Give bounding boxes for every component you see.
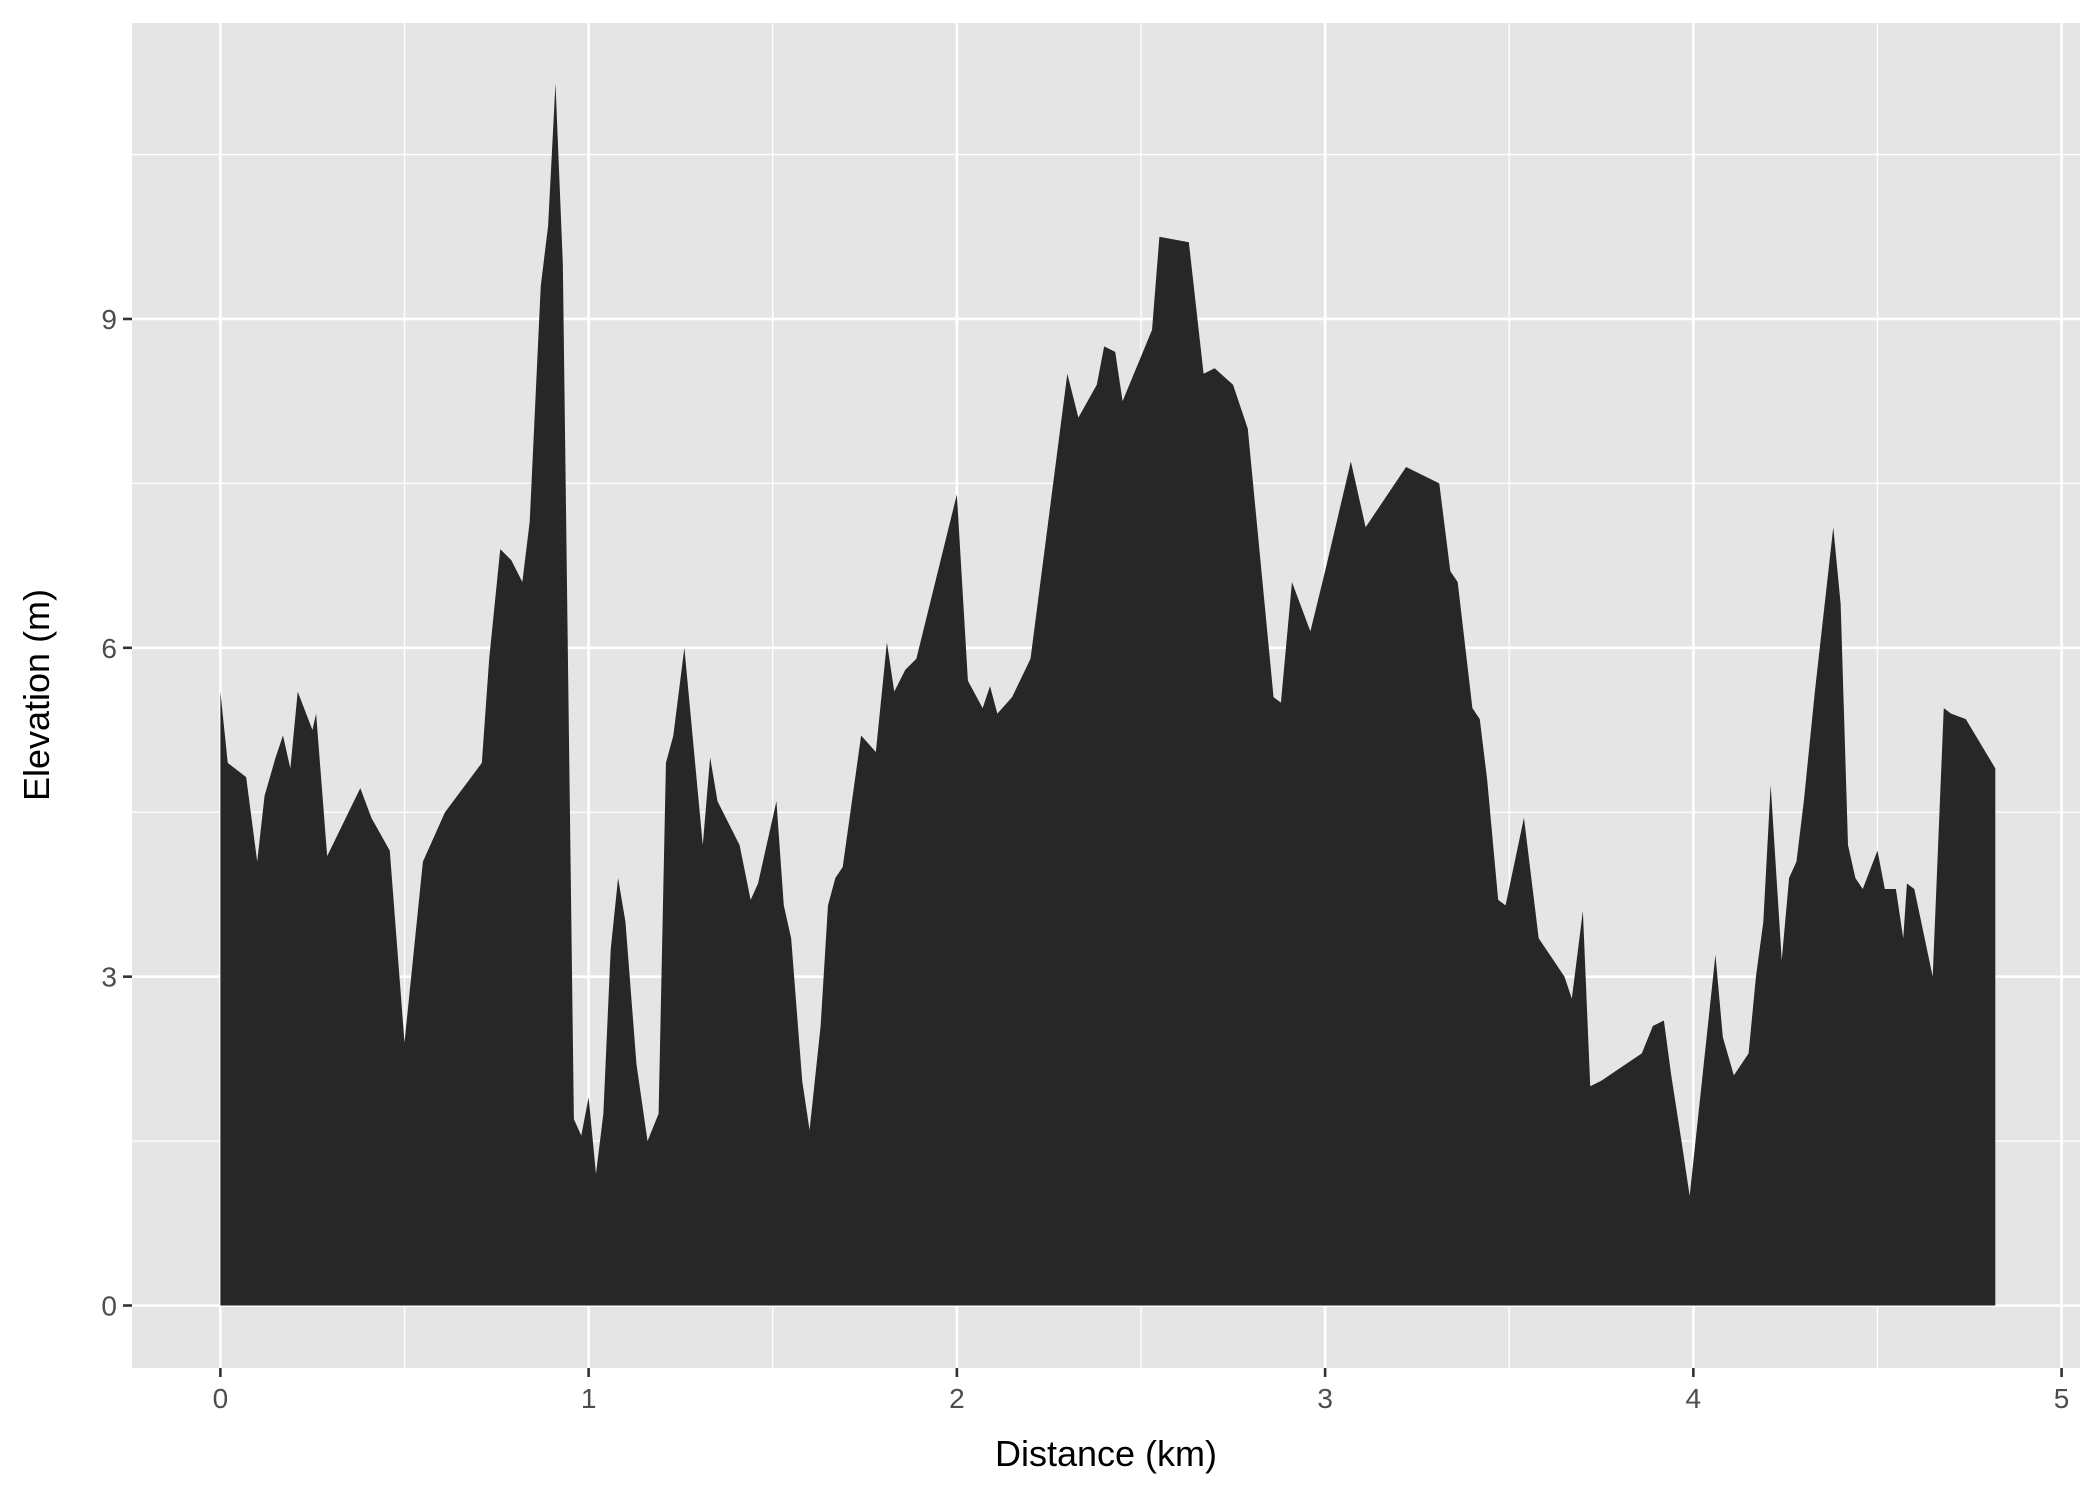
x-tick-label: 2 bbox=[949, 1383, 965, 1414]
x-axis: 0 1 2 3 4 5 bbox=[213, 1368, 2070, 1414]
y-tick-label: 9 bbox=[101, 304, 117, 335]
elevation-area bbox=[220, 83, 1996, 1306]
x-tick-label: 4 bbox=[1686, 1383, 1702, 1414]
y-axis: 0 3 6 9 bbox=[101, 304, 132, 1322]
x-tick-label: 0 bbox=[213, 1383, 229, 1414]
x-axis-title: Distance (km) bbox=[995, 1433, 1217, 1474]
y-tick-label: 3 bbox=[101, 962, 117, 993]
y-tick-label: 0 bbox=[101, 1291, 117, 1322]
x-tick-label: 3 bbox=[1317, 1383, 1333, 1414]
y-axis-title: Elevation (m) bbox=[16, 589, 57, 801]
x-tick-label: 5 bbox=[2054, 1383, 2070, 1414]
x-tick-label: 1 bbox=[581, 1383, 597, 1414]
y-tick-label: 6 bbox=[101, 633, 117, 664]
